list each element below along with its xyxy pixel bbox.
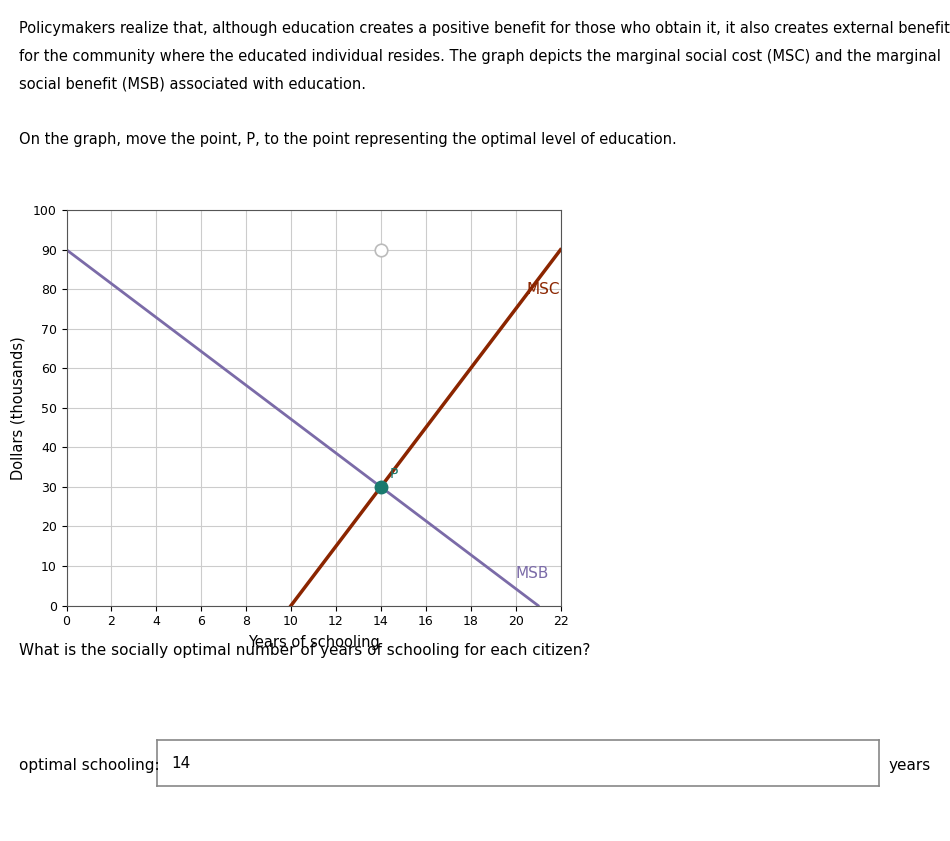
Text: for the community where the educated individual resides. The graph depicts the m: for the community where the educated ind… <box>19 49 940 64</box>
Text: 14: 14 <box>171 756 190 770</box>
Text: P: P <box>390 467 398 481</box>
X-axis label: Years of schooling: Years of schooling <box>248 635 379 650</box>
Text: MSB: MSB <box>516 566 549 581</box>
Text: optimal schooling:: optimal schooling: <box>19 758 160 773</box>
Y-axis label: Dollars (thousands): Dollars (thousands) <box>11 336 26 479</box>
Text: On the graph, move the point, P, to the point representing the optimal level of : On the graph, move the point, P, to the … <box>19 132 676 147</box>
Text: MSC: MSC <box>527 282 560 297</box>
Text: What is the socially optimal number of years of schooling for each citizen?: What is the socially optimal number of y… <box>19 643 590 659</box>
Text: Policymakers realize that, although education creates a positive benefit for tho: Policymakers realize that, although educ… <box>19 21 950 36</box>
Text: social benefit (MSB) associated with education.: social benefit (MSB) associated with edu… <box>19 77 366 92</box>
Text: years: years <box>888 758 930 773</box>
